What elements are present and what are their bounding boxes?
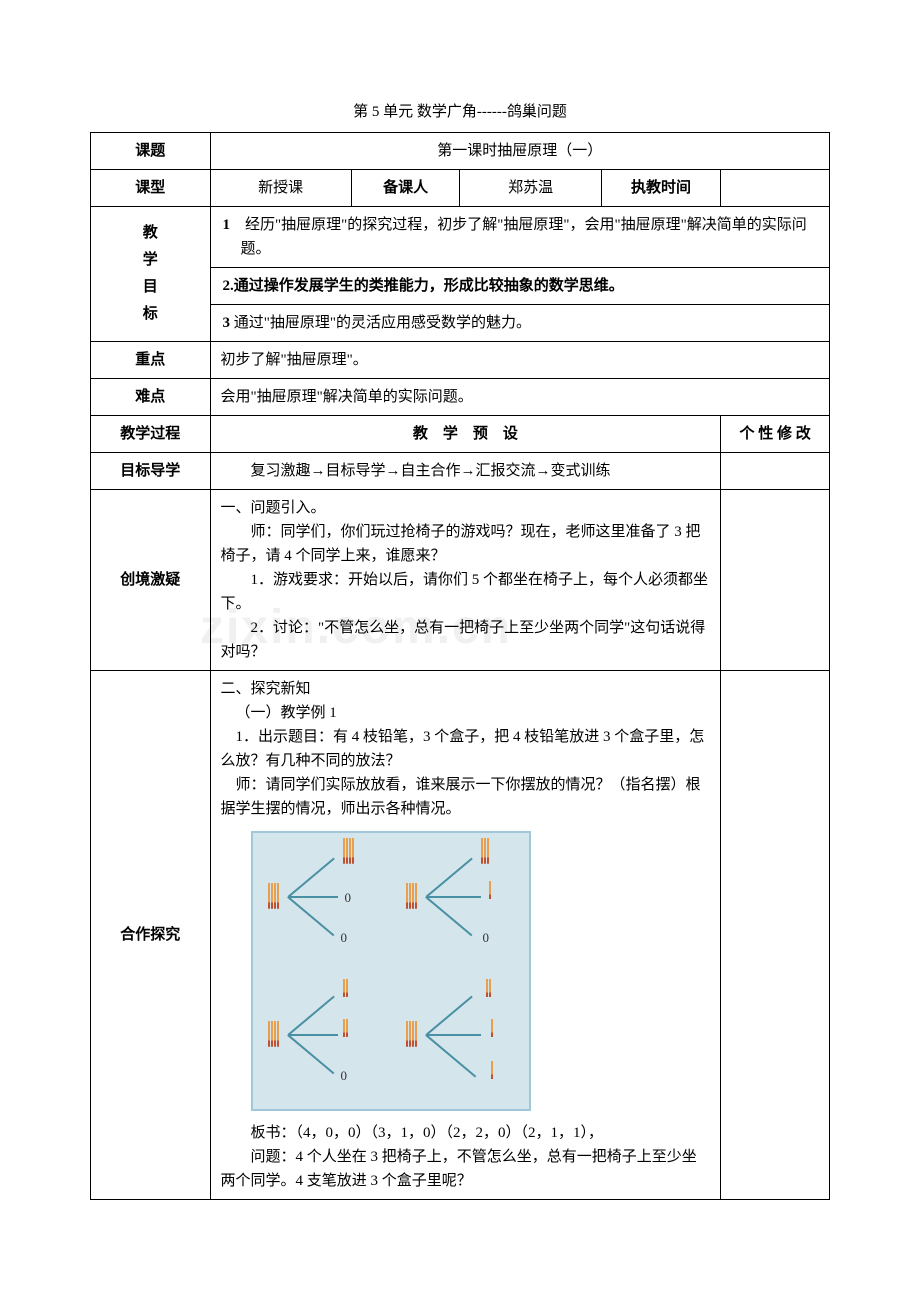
explore-content: 二、探究新知 （一）教学例 1 1．出示题目：有 4 枝铅笔，3 个盒子，把 4… <box>210 671 721 1200</box>
topic-label: 课题 <box>91 133 211 170</box>
process-label: 教学过程 <box>91 416 211 453</box>
modify-cell <box>721 671 830 1200</box>
unit-title: 第 5 单元 数学广角------鸽巢问题 <box>90 100 830 124</box>
focus-value: 初步了解"抽屉原理"。 <box>210 342 829 379</box>
difficulty-value: 会用"抽屉原理"解决简单的实际问题。 <box>210 379 829 416</box>
modify-cell <box>721 453 830 490</box>
goal-3: 3 通过"抽屉原理"的灵活应用感受数学的魅力。 <box>210 305 829 342</box>
teach-time-value <box>721 170 830 207</box>
preparer-value: 郑苏温 <box>460 170 601 207</box>
pencil-distribution-diagram: 0 0 0 <box>251 831 531 1111</box>
type-label: 课型 <box>91 170 211 207</box>
guide-label: 目标导学 <box>91 453 211 490</box>
table-row: 教学目标 1 经历"抽屉原理"的探究过程，初步了解"抽屉原理"，会用"抽屉原理"… <box>91 207 830 268</box>
goal-2: 2.通过操作发展学生的类推能力，形成比较抽象的数学思维。 <box>210 268 829 305</box>
lesson-plan-table: 课题 第一课时抽屉原理（一） 课型 新授课 备课人 郑苏温 执教时间 教学目标 … <box>90 132 830 1200</box>
explore-label: 合作探究 <box>91 671 211 1200</box>
table-row: 重点 初步了解"抽屉原理"。 <box>91 342 830 379</box>
table-row: 课题 第一课时抽屉原理（一） <box>91 133 830 170</box>
topic-value: 第一课时抽屉原理（一） <box>210 133 829 170</box>
focus-label: 重点 <box>91 342 211 379</box>
difficulty-label: 难点 <box>91 379 211 416</box>
table-row: 目标导学 复习激趣→目标导学→自主合作→汇报交流→变式训练 <box>91 453 830 490</box>
table-row: 教学过程 教 学 预 设 个 性 修 改 <box>91 416 830 453</box>
teach-time-label: 执教时间 <box>601 170 721 207</box>
table-row: 创境激疑 一、问题引入。 师：同学们，你们玩过抢椅子的游戏吗？现在，老师这里准备… <box>91 490 830 671</box>
modify-label: 个 性 修 改 <box>721 416 830 453</box>
type-value: 新授课 <box>210 170 351 207</box>
goals-label: 教学目标 <box>91 207 211 342</box>
table-row: 难点 会用"抽屉原理"解决简单的实际问题。 <box>91 379 830 416</box>
modify-cell <box>721 490 830 671</box>
table-row: 课型 新授课 备课人 郑苏温 执教时间 <box>91 170 830 207</box>
preparer-label: 备课人 <box>351 170 460 207</box>
guide-value: 复习激趣→目标导学→自主合作→汇报交流→变式训练 <box>210 453 721 490</box>
situation-label: 创境激疑 <box>91 490 211 671</box>
goal-1: 1 经历"抽屉原理"的探究过程，初步了解"抽屉原理"，会用"抽屉原理"解决简单的… <box>210 207 829 268</box>
situation-content: 一、问题引入。 师：同学们，你们玩过抢椅子的游戏吗？现在，老师这里准备了 3 把… <box>210 490 721 671</box>
preset-label: 教 学 预 设 <box>210 416 721 453</box>
table-row: 合作探究 二、探究新知 （一）教学例 1 1．出示题目：有 4 枝铅笔，3 个盒… <box>91 671 830 1200</box>
